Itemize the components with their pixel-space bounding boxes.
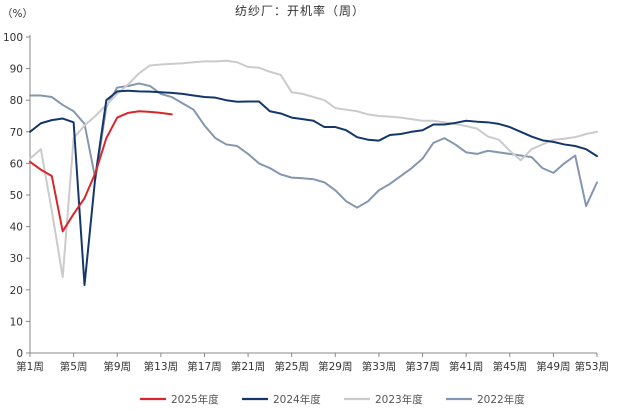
x-tick-label: 第1周: [16, 360, 44, 373]
series-line-2023年度: [29, 59, 598, 279]
y-tick-label: 90: [10, 64, 23, 76]
y-tick-label: 60: [10, 158, 23, 170]
y-tick-label: 100: [3, 32, 23, 44]
x-tick-label: 第49周: [536, 360, 570, 373]
y-tick-label: 80: [10, 95, 23, 107]
legend-label: 2024年度: [273, 393, 321, 406]
legend-label: 2025年度: [171, 393, 219, 406]
y-tick-label: 50: [10, 190, 23, 202]
y-axis-unit: （%）: [2, 8, 33, 20]
series-lines: [29, 59, 598, 287]
x-tick-label: 第41周: [449, 360, 483, 373]
y-tick-label: 10: [10, 316, 23, 328]
y-tick-label: 0: [16, 348, 23, 360]
x-tick-label: 第45周: [493, 360, 527, 373]
y-tick-label: 70: [10, 127, 23, 139]
x-axis: 第1周 第5周 第9周 第13周 第17周 第21周 第25周 第29周 第33周 第37周 第41…: [16, 352, 609, 373]
x-tick-label: 第9周: [103, 360, 131, 373]
series-line-2022年度: [29, 82, 598, 209]
x-tick-label: 第17周: [187, 360, 221, 373]
x-tick-label: 第21周: [231, 360, 265, 373]
y-tick-label: 30: [10, 253, 23, 265]
x-tick-label: 第29周: [318, 360, 352, 373]
x-tick-label: 第13周: [144, 360, 178, 373]
chart-title: 纺纱厂：开机率（周）: [235, 3, 365, 18]
y-tick-label: 20: [10, 285, 23, 297]
x-tick-label: 第5周: [60, 360, 88, 373]
legend-label: 2022年度: [477, 393, 525, 406]
legend-label: 2023年度: [375, 393, 423, 406]
y-axis: 0 10 20 30 40 50 60 70 80 90 100: [3, 32, 31, 360]
legend: 2025年度 2024年度 2023年度 2022年度: [140, 393, 525, 406]
x-tick-label: 第37周: [405, 360, 439, 373]
series-line-2025年度: [29, 110, 173, 233]
x-tick-label: 第33周: [362, 360, 396, 373]
x-tick-label: 第53周: [575, 360, 609, 373]
x-tick-label: 第25周: [275, 360, 309, 373]
y-tick-label: 40: [10, 222, 23, 234]
series-line-2024年度: [29, 89, 598, 287]
